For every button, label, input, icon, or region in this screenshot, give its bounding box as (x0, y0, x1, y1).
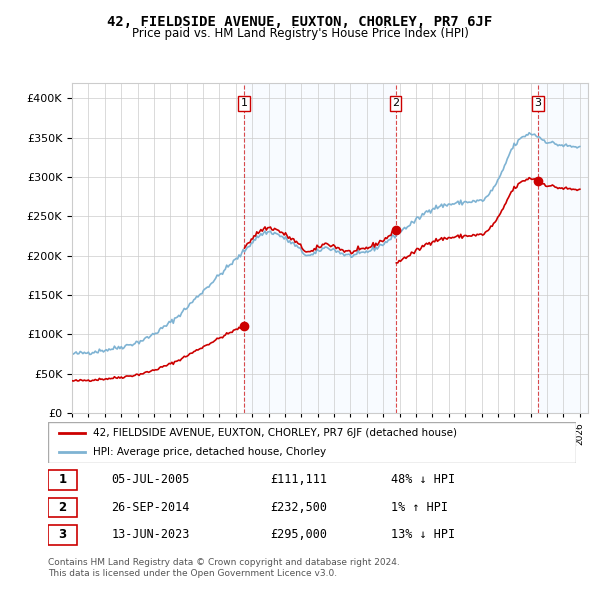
Bar (244, 83, 395, 413)
Text: 3: 3 (535, 99, 542, 109)
Text: 1: 1 (241, 99, 248, 109)
Text: £295,000: £295,000 (270, 529, 327, 542)
Bar (48, 470, 77, 490)
Bar (48, 525, 77, 545)
Text: 1: 1 (58, 473, 67, 486)
Text: 05-JUL-2005: 05-JUL-2005 (112, 473, 190, 486)
Bar (48, 498, 77, 517)
Text: This data is licensed under the Open Government Licence v3.0.: This data is licensed under the Open Gov… (48, 569, 337, 578)
Text: 2: 2 (58, 501, 67, 514)
Text: 42, FIELDSIDE AVENUE, EUXTON, CHORLEY, PR7 6JF: 42, FIELDSIDE AVENUE, EUXTON, CHORLEY, P… (107, 15, 493, 29)
Text: 3: 3 (58, 529, 67, 542)
Text: HPI: Average price, detached house, Chorley: HPI: Average price, detached house, Chor… (93, 447, 326, 457)
Text: £232,500: £232,500 (270, 501, 327, 514)
Text: 1% ↑ HPI: 1% ↑ HPI (391, 501, 448, 514)
Text: Price paid vs. HM Land Registry's House Price Index (HPI): Price paid vs. HM Land Registry's House … (131, 27, 469, 40)
Text: 2: 2 (392, 99, 399, 109)
Text: 13% ↓ HPI: 13% ↓ HPI (391, 529, 455, 542)
Text: 42, FIELDSIDE AVENUE, EUXTON, CHORLEY, PR7 6JF (detached house): 42, FIELDSIDE AVENUE, EUXTON, CHORLEY, P… (93, 428, 457, 438)
Text: £111,111: £111,111 (270, 473, 327, 486)
Bar (538, 83, 588, 413)
Text: Contains HM Land Registry data © Crown copyright and database right 2024.: Contains HM Land Registry data © Crown c… (48, 558, 400, 566)
Text: 26-SEP-2014: 26-SEP-2014 (112, 501, 190, 514)
Text: 13-JUN-2023: 13-JUN-2023 (112, 529, 190, 542)
Text: 48% ↓ HPI: 48% ↓ HPI (391, 473, 455, 486)
